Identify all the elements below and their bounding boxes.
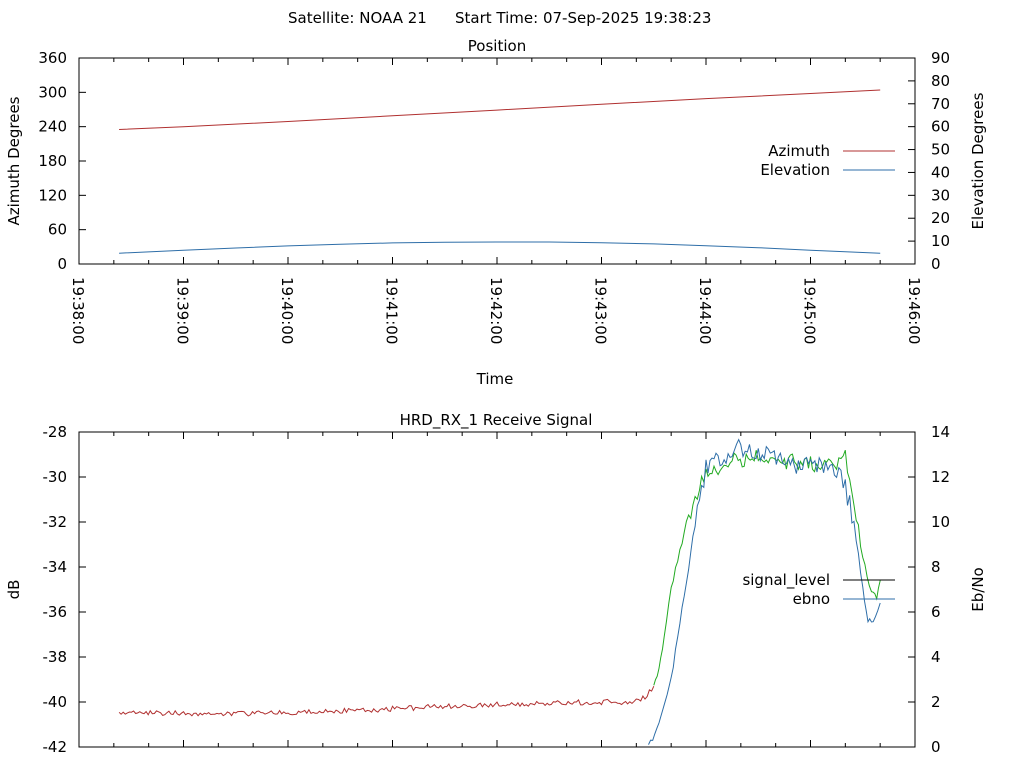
y-left-tick-label: 0 [57,255,67,273]
y-right-axis-label: Elevation Degrees [969,92,987,229]
y-right-tick-label: 0 [931,738,941,756]
y-left-tick-label: 180 [38,152,67,170]
x-tick-label: 19:44:00 [696,277,714,344]
receive-signal-chart: HRD_RX_1 Receive Signal -42 -40 -38 -36 -34 -3… [5,411,987,756]
y-left-tick-label: 360 [38,49,67,67]
y-left-axis-label: dB [5,580,23,600]
y-left-tick-label: 240 [38,118,67,136]
y-left-tick-label: 120 [38,186,67,204]
series-line-ebno [648,438,881,745]
chart-title: HRD_RX_1 Receive Signal [400,411,593,430]
legend-label: Azimuth [768,142,830,160]
legend-label: Elevation [760,161,830,179]
x-tick-label: 19:46:00 [905,277,923,344]
y-left-tick-label: 60 [48,221,67,239]
y-left-tick-label: -32 [43,513,68,531]
y-left-tick-label: -28 [43,423,68,441]
y-right-tick-label: 0 [931,255,941,273]
x-tick-label: 19:42:00 [487,277,505,344]
y-right-tick-label: 6 [931,603,941,621]
x-tick-label: 19:39:00 [174,277,192,344]
start-time-label: Start Time: 07-Sep-2025 19:38:23 [455,9,711,27]
y-right-tick-label: 70 [931,95,950,113]
series-line-signal-level-high [653,450,881,686]
satellite-label: Satellite: NOAA 21 [288,9,427,27]
y-right-tick-label: 80 [931,72,950,90]
y-left-tick-label: 300 [38,83,67,101]
y-right-tick-label: 10 [931,232,950,250]
y-left-tick-label: -34 [43,558,68,576]
y-left-tick-label: -38 [43,648,68,666]
y-left-axis-label: Azimuth Degrees [5,96,23,225]
x-tick-label: 19:38:00 [69,277,87,344]
series-line-signal-level-low [118,685,655,717]
x-tick-label: 19:40:00 [278,277,296,344]
y-left-tick-label: -42 [43,738,68,756]
legend-label: ebno [793,590,830,608]
y-right-tick-label: 50 [931,141,950,159]
x-axis-label: Time [476,370,514,388]
series-line-elevation [119,241,881,254]
y-left-tick-label: -30 [43,468,68,486]
x-tick-label: 19:43:00 [592,277,610,344]
y-left-tick-label: -40 [43,693,68,711]
series-line-azimuth [119,89,881,130]
y-right-tick-label: 20 [931,209,950,227]
y-right-tick-label: 8 [931,558,941,576]
position-chart: Position 19:38:00 19:39:00 19:40:00 19:41:00… [5,37,987,388]
y-right-axis-label: Eb/No [969,567,987,611]
y-right-tick-label: 90 [931,49,950,67]
legend-label: signal_level [742,571,830,590]
y-right-tick-label: 10 [931,513,950,531]
y-right-tick-label: 30 [931,186,950,204]
y-right-tick-label: 12 [931,468,950,486]
y-right-tick-label: 14 [931,423,950,441]
x-tick-label: 19:41:00 [383,277,401,344]
y-right-tick-label: 60 [931,118,950,136]
y-right-tick-label: 2 [931,693,941,711]
y-right-tick-label: 40 [931,163,950,181]
x-tick-label: 19:45:00 [801,277,819,344]
y-left-tick-label: -36 [43,603,68,621]
y-right-tick-label: 4 [931,648,941,666]
chart-title: Position [468,37,526,55]
plot-frame [78,431,916,748]
